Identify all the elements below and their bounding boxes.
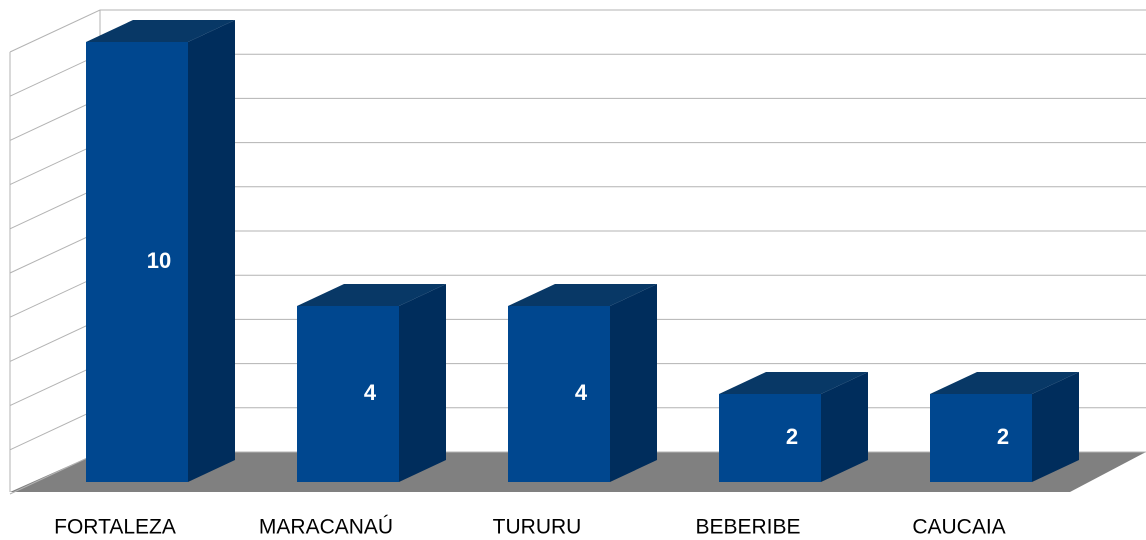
bar-top [719,372,868,394]
bar-side [610,284,657,482]
bar-side [399,284,446,482]
x-tick-label: BEBERIBE [695,516,800,539]
data-label: 4 [575,380,588,405]
bar-front [297,306,399,482]
bar-top [930,372,1079,394]
data-label: 10 [147,248,171,273]
bar-side [1032,372,1079,482]
x-tick-label: MARACANAÚ [259,516,393,539]
grid-line [9,9,1146,53]
bar-side [821,372,868,482]
x-tick-label: TURURU [493,516,582,539]
bar-side [188,20,235,482]
data-label: 2 [786,424,798,449]
bar [508,284,657,482]
bar-front [86,42,188,482]
x-tick-label: FORTALEZA [54,516,176,539]
bar [86,20,235,482]
bar-front [719,394,821,482]
bar-top [508,284,657,306]
x-tick-label: CAUCAIA [912,516,1005,539]
bar [719,372,868,482]
data-label: 2 [997,424,1009,449]
bar-front [930,394,1032,482]
data-label: 4 [364,380,377,405]
bar-top [86,20,235,42]
bar [930,372,1079,482]
bar-top [297,284,446,306]
bar-front [508,306,610,482]
bar [297,284,446,482]
